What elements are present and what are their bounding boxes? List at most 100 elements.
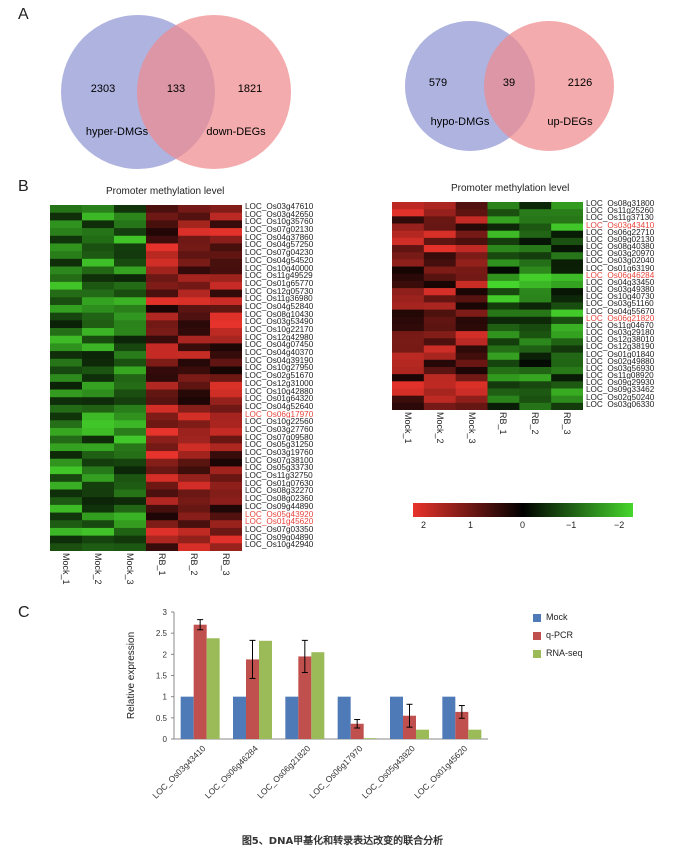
legend-mock: Mock <box>533 612 568 622</box>
heat-cell <box>423 237 457 246</box>
heat-cell <box>82 381 115 390</box>
heat-cell <box>551 316 583 325</box>
venn-2-right-label: up-DEGs <box>547 116 593 128</box>
heat-cell <box>50 266 83 275</box>
heat-cell <box>146 235 179 244</box>
heat-cell <box>392 331 425 339</box>
heat-cell <box>423 395 457 404</box>
heat-cell <box>455 288 488 296</box>
heat-cell <box>392 352 425 361</box>
heat-cell <box>210 312 242 321</box>
heatmap-2-gene-label: LOC_Os11g25260 <box>586 207 654 215</box>
heatmap-1-gene-label: LOC_Os07g03350 <box>245 525 314 534</box>
heat-cell <box>50 281 83 290</box>
heat-cell <box>146 243 179 252</box>
heat-cell <box>519 302 552 310</box>
heatmap-2-gene-label: LOC_Os11g37130 <box>586 214 654 222</box>
heatmap-2-gene-label: LOC_Os02g50240 <box>586 393 655 401</box>
color-scale-bar <box>413 503 633 517</box>
heat-cell <box>455 259 488 267</box>
heat-cell <box>114 235 147 244</box>
scale-tick-neg1: −1 <box>566 520 577 530</box>
heat-cell <box>210 397 242 406</box>
panel-label-c: C <box>18 604 30 621</box>
heat-cell <box>487 223 520 232</box>
heat-cell <box>487 366 520 375</box>
heatmap-2 <box>392 202 583 410</box>
heat-cell <box>210 543 242 551</box>
heat-cell <box>551 209 583 217</box>
heat-cell <box>487 331 520 339</box>
heat-cell <box>392 280 425 289</box>
heat-cell <box>519 209 552 217</box>
heat-cell <box>82 366 115 375</box>
heat-cell <box>50 304 83 314</box>
heat-cell <box>210 435 242 444</box>
heat-cell <box>487 216 520 224</box>
heat-cell <box>114 389 147 398</box>
heat-cell <box>82 297 115 306</box>
heat-cell <box>50 474 83 483</box>
heat-cell <box>178 343 211 352</box>
heatmap-2-gene-label: LOC_Os03g06330 <box>586 400 655 408</box>
heat-cell <box>114 504 147 513</box>
heatmap-1-gene-label: LOC_Os11g49529 <box>245 272 313 280</box>
heat-cell <box>487 237 520 246</box>
heatmap-1-gene-label: LOC_Os07g38100 <box>245 456 314 465</box>
heat-cell <box>455 280 488 289</box>
heat-cell <box>455 331 488 339</box>
heat-cell <box>146 289 179 298</box>
heat-cell <box>210 443 242 452</box>
bar-qpcr <box>193 624 207 739</box>
heat-cell <box>146 266 179 275</box>
heat-cell <box>392 323 425 332</box>
heat-cell <box>178 312 211 321</box>
heat-cell <box>519 280 552 289</box>
heatmap-1-gene-label: LOC_Os08g10430 <box>245 310 314 319</box>
heat-cell <box>392 338 425 346</box>
heat-cell <box>178 358 211 367</box>
heat-cell <box>146 258 179 267</box>
heatmap-2-gene-label: LOC_Os09g02130 <box>586 235 655 244</box>
heat-cell <box>82 535 115 544</box>
heatmap-1-gene-label: LOC_Os10g22560 <box>245 418 314 426</box>
heatmap-1-gene-label: LOC_Os01g65770 <box>245 279 314 288</box>
heat-cell <box>50 451 83 460</box>
heat-cell <box>50 543 83 551</box>
heat-cell <box>178 481 211 490</box>
heat-cell <box>82 312 115 321</box>
heat-cell <box>178 320 211 329</box>
x-tick-label: LOC_Os06g21820 <box>255 743 312 800</box>
venn-2-left-count: 579 <box>429 77 447 89</box>
heat-cell <box>50 374 83 383</box>
scale-tick-neg2: −2 <box>614 520 625 530</box>
heat-cell <box>210 351 242 360</box>
heat-cell <box>423 216 457 224</box>
bar-mock <box>337 696 351 739</box>
heat-cell <box>423 266 457 275</box>
heat-cell <box>50 512 83 521</box>
heat-cell <box>114 351 147 360</box>
heatmap-2-column-label: Mock_1 <box>402 412 413 444</box>
venn-1-right-label: down-DEGs <box>206 126 266 138</box>
heat-cell <box>114 320 147 329</box>
venn-2-right-count: 2126 <box>568 77 592 89</box>
heat-cell <box>551 388 583 397</box>
heat-cell <box>146 397 179 406</box>
heat-cell <box>82 427 115 437</box>
heat-cell <box>551 295 583 303</box>
heat-cell <box>210 358 242 367</box>
heat-cell <box>487 245 520 253</box>
heat-cell <box>114 527 147 537</box>
heat-cell <box>114 481 147 490</box>
y-tick-label: 2 <box>163 650 168 659</box>
heat-cell <box>114 266 147 275</box>
heat-cell <box>114 358 147 367</box>
heat-cell <box>423 202 457 210</box>
heat-cell <box>392 316 425 325</box>
heat-cell <box>423 338 457 346</box>
heatmap-2-gene-label: LOC_Os12g38190 <box>586 343 655 351</box>
heat-cell <box>146 320 179 329</box>
heat-cell <box>50 466 83 475</box>
heat-cell <box>551 331 583 339</box>
